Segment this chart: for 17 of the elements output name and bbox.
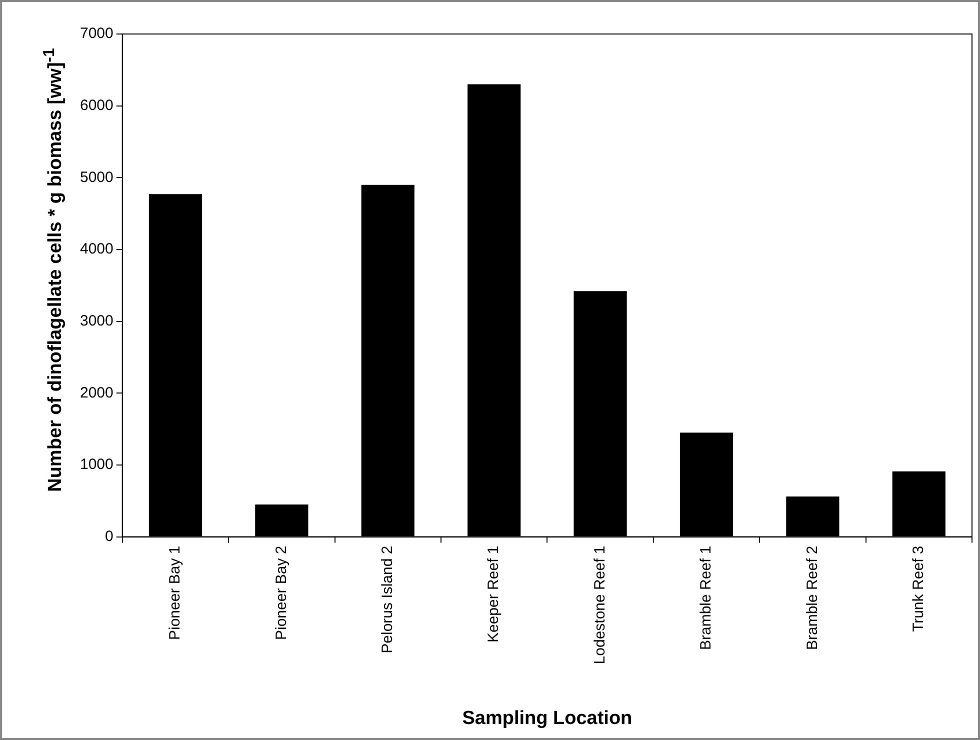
y-tick-label: 7000 <box>80 25 114 42</box>
x-tick-label: Pioneer Bay 2 <box>272 546 290 640</box>
x-tick-label: Pelorus Island 2 <box>379 546 396 654</box>
y-tick-label: 5000 <box>80 168 114 186</box>
x-tick-label: Bramble Reef 1 <box>698 546 715 650</box>
x-tick-label: Trunk Reef 3 <box>910 546 928 632</box>
y-tick-label: 0 <box>105 528 114 545</box>
x-tick-label: Lodestone Reef 1 <box>591 546 608 664</box>
y-tick-label: 1000 <box>80 456 114 474</box>
y-tick-label: 3000 <box>80 312 114 330</box>
y-tick-label: 6000 <box>80 96 114 114</box>
x-tick-label: Bramble Reef 2 <box>804 546 821 650</box>
x-axis-title: Sampling Location <box>462 708 632 729</box>
y-tick-label: 2000 <box>80 384 114 402</box>
x-tick-label: Pioneer Bay 1 <box>166 546 184 640</box>
x-tick-label: Keeper Reef 1 <box>485 546 502 643</box>
y-tick-label: 4000 <box>80 240 114 258</box>
